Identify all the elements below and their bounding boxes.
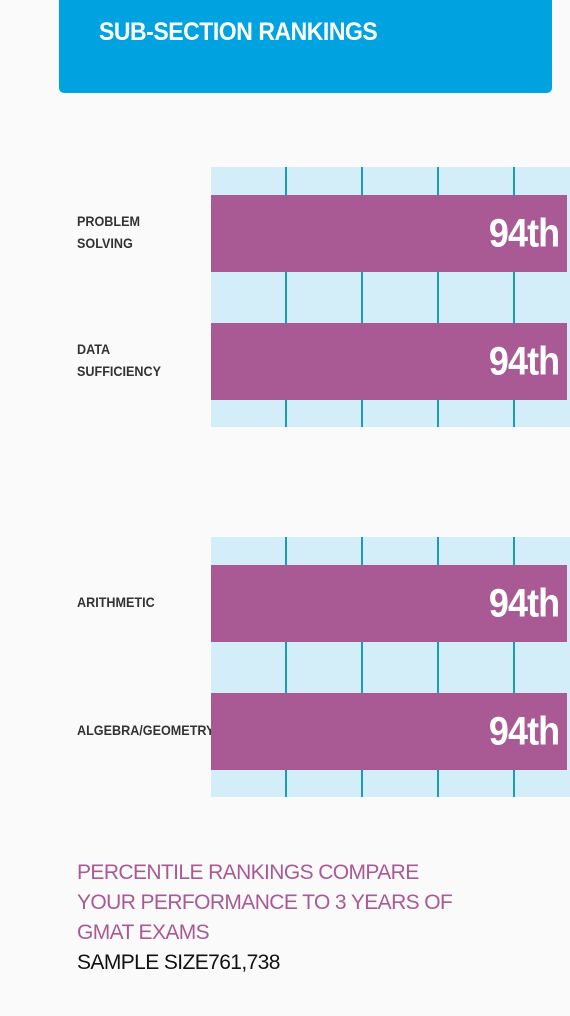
bar-value-label: 94th — [488, 581, 560, 625]
gridline — [513, 167, 515, 427]
row-label: ALGEBRA/GEOMETRY — [77, 721, 215, 738]
percentile-bar: 94th — [211, 323, 567, 400]
ranking-chart-verbal-quant-types: PROBLEM SOLVING 94th DATA SUFFICIENCY 94th — [0, 167, 570, 427]
percentile-bar: 94th — [211, 565, 567, 642]
row-label: PROBLEM SOLVING — [77, 212, 140, 251]
bar-value-label: 94th — [488, 709, 560, 753]
section-header: SUB-SECTION RANKINGS — [59, 0, 552, 93]
gridline — [361, 537, 363, 797]
bar-value-label: 94th — [488, 211, 560, 255]
ranking-chart-quant-topics: ARITHMETIC 94th ALGEBRA/GEOMETRY 94th — [0, 537, 570, 797]
gridline — [437, 167, 439, 427]
percentile-bar: 94th — [211, 693, 567, 770]
gridline — [361, 167, 363, 427]
section-title: SUB-SECTION RANKINGS — [99, 18, 378, 46]
gridline — [285, 537, 287, 797]
bar-value-label: 94th — [488, 339, 560, 383]
gridline — [437, 537, 439, 797]
percentile-footnote: PERCENTILE RANKINGS COMPARE YOUR PERFORM… — [77, 861, 453, 944]
row-label: ARITHMETIC — [77, 593, 155, 610]
percentile-bar: 94th — [211, 195, 567, 272]
gridline — [513, 537, 515, 797]
gridline — [285, 167, 287, 427]
sample-size: SAMPLE SIZE761,738 — [77, 951, 280, 974]
row-label: DATA SUFFICIENCY — [77, 340, 162, 379]
